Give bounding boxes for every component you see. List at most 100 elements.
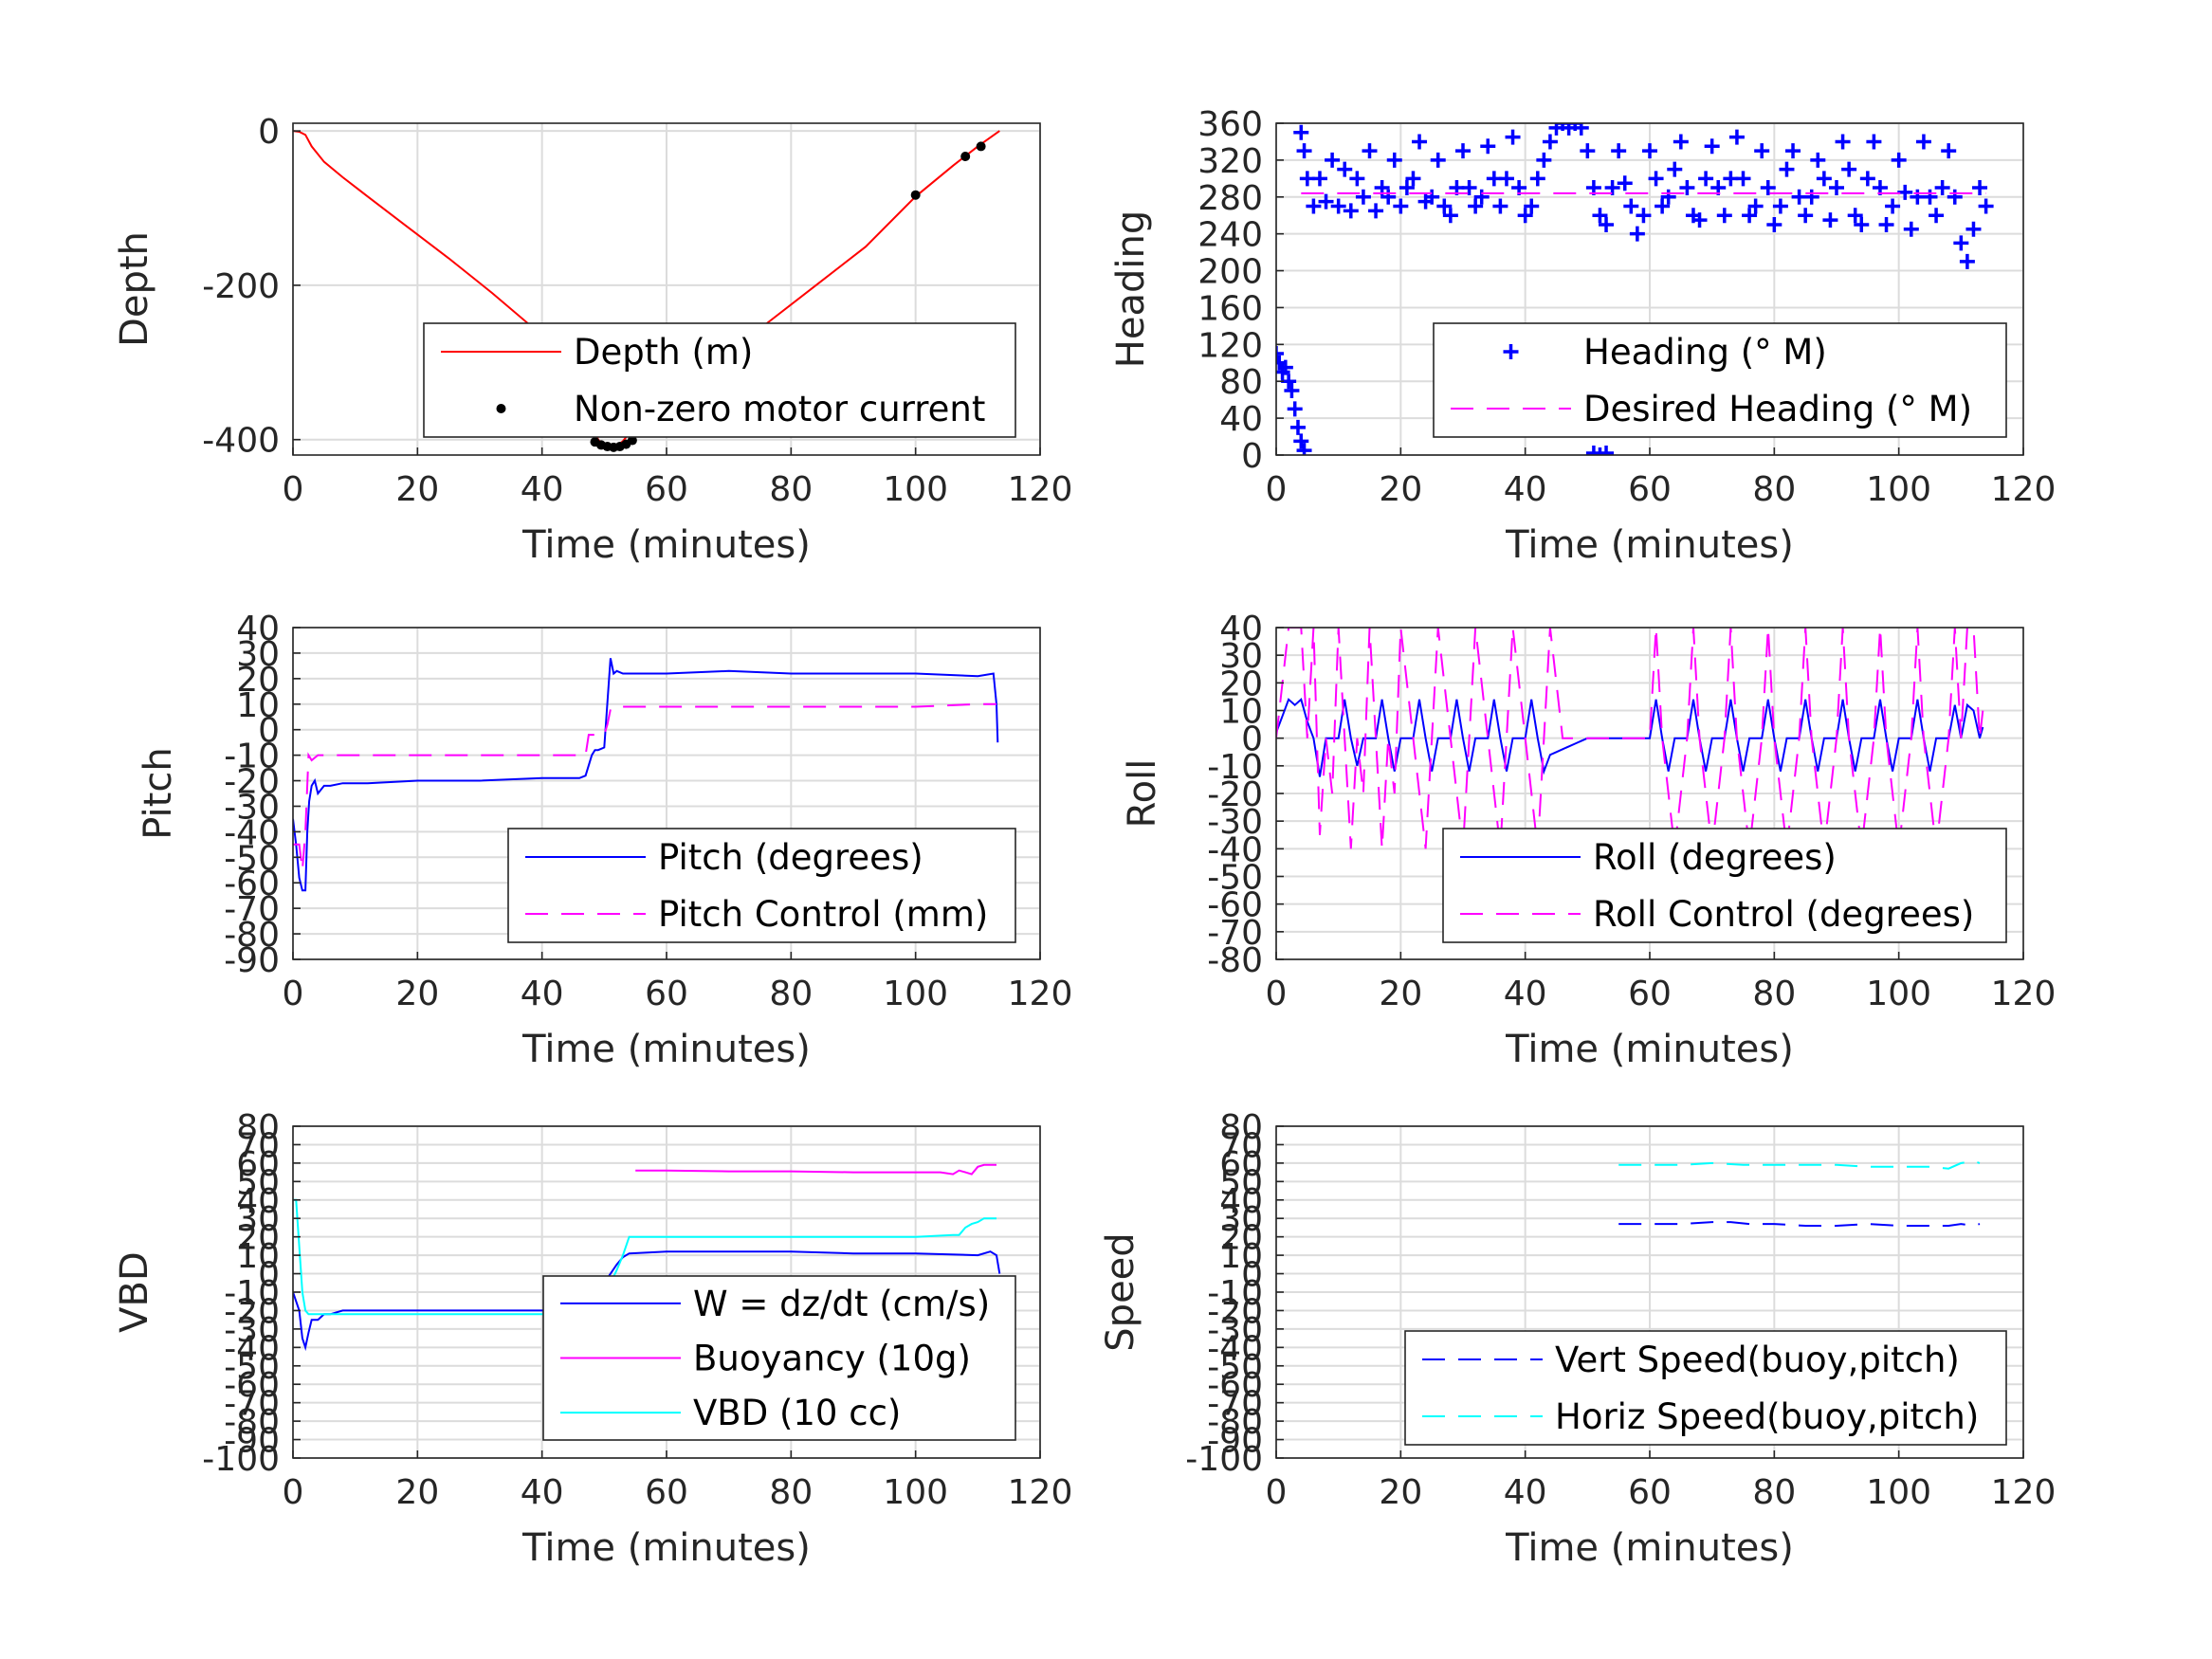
heading-series-0-point [1623, 198, 1639, 214]
vbd-x-tick-label: 100 [883, 1473, 948, 1512]
heading-series-0-point [1941, 143, 1957, 159]
speed-y-tick-label: 20 [1219, 1219, 1263, 1258]
speed-legend-label: Horiz Speed(buoy,pitch) [1555, 1396, 1979, 1437]
heading-series-0-point [1915, 134, 1931, 150]
heading-series-0-point [1287, 401, 1303, 417]
speed-y-tick-label: 0 [1241, 1256, 1263, 1295]
heading-series-0-point [1318, 193, 1334, 210]
heading-series-0-point [1760, 180, 1776, 196]
vbd-y-tick-label: -70 [224, 1385, 280, 1424]
vbd-y-tick-label: 20 [236, 1219, 280, 1258]
heading-series-0-point [1959, 253, 1975, 269]
heading-series-0-point [1660, 189, 1676, 205]
heading-series-0-point [1492, 198, 1508, 214]
depth-legend-label: Depth (m) [574, 332, 753, 373]
speed-x-tick-label: 80 [1752, 1473, 1796, 1512]
speed-series-0-line [1618, 1221, 1981, 1228]
vbd-series-1-line [635, 1163, 996, 1176]
heading-series-0-point [1667, 161, 1683, 177]
vbd-y-tick-label: 40 [236, 1182, 280, 1221]
heading-series-0-point [1885, 198, 1901, 214]
heading-series-0-point [1325, 152, 1341, 168]
speed-y-tick-label: 60 [1219, 1145, 1263, 1184]
roll-y-tick-label: 40 [1219, 610, 1263, 648]
pitch-x-axis-label: Time (minutes) [521, 1028, 811, 1071]
heading-series-0-point [1529, 171, 1545, 187]
heading-series-0-point [1691, 212, 1708, 228]
vbd-y-axis-label: VBD [113, 1251, 156, 1333]
vbd-y-tick-label: -60 [224, 1366, 280, 1405]
pitch-x-tick-label: 0 [283, 975, 304, 1013]
vbd-y-tick-label: -20 [224, 1292, 280, 1331]
speed-y-tick-label: 80 [1219, 1108, 1263, 1147]
pitch-x-tick-label: 40 [521, 975, 564, 1013]
depth-y-axis-label: Depth [113, 231, 156, 347]
vbd-y-tick-label: -10 [224, 1274, 280, 1313]
vbd-x-tick-label: 120 [1008, 1473, 1073, 1512]
heading-series-0-point [1803, 189, 1819, 205]
heading-series-0-point [1929, 208, 1945, 224]
heading-x-tick-label: 120 [1991, 470, 2057, 509]
speed-series-1-line [1618, 1159, 1981, 1170]
pitch-y-tick-label: -70 [224, 890, 280, 929]
heading-series-0-point [1766, 216, 1782, 232]
speed-y-tick-label: -90 [1207, 1422, 1263, 1461]
heading-x-axis-label: Time (minutes) [1505, 523, 1794, 567]
heading-x-tick-label: 60 [1628, 470, 1672, 509]
vbd-x-tick-label: 60 [645, 1473, 688, 1512]
vbd-x-tick-label: 20 [395, 1473, 439, 1512]
heading-series-0-point [1972, 180, 1988, 196]
speed-x-tick-label: 100 [1866, 1473, 1931, 1512]
heading-y-tick-label: 200 [1197, 253, 1263, 292]
pitch-legend-label: Pitch Control (mm) [658, 894, 988, 935]
heading-legend-swatch [1503, 344, 1519, 359]
heading-series-0-point [1442, 208, 1458, 224]
heading-series-0-point [1306, 198, 1322, 214]
vbd-x-tick-label: 80 [769, 1473, 813, 1512]
heading-x-tick-label: 0 [1266, 470, 1288, 509]
heading-series-0-point [1816, 171, 1832, 187]
heading-series-0-point [1704, 138, 1720, 155]
pitch-legend-box [507, 828, 1016, 943]
speed-x-tick-label: 60 [1628, 1473, 1672, 1512]
heading-series-0-point [1673, 134, 1689, 150]
heading-legend-label: Heading (° M) [1583, 332, 1827, 373]
vbd-x-axis-label: Time (minutes) [521, 1526, 811, 1570]
heading-series-0-point [1859, 171, 1875, 187]
speed-x-tick-label: 120 [1991, 1473, 2057, 1512]
vbd-y-tick-label: -50 [224, 1348, 280, 1387]
heading-legend-box [1433, 322, 2007, 438]
heading-data [1276, 123, 1994, 455]
heading-series-0-point [1536, 152, 1552, 168]
vbd-y-tick-label: -80 [224, 1403, 280, 1442]
heading-series-0-point [1293, 124, 1309, 140]
heading-x-tick-label: 20 [1379, 470, 1422, 509]
heading-series-0-point [1311, 171, 1327, 187]
heading-series-0-point [1405, 171, 1421, 187]
depth-y-tick-label: -400 [202, 422, 280, 461]
heading-y-tick-label: 40 [1219, 400, 1263, 439]
heading-series-0-point [1779, 161, 1795, 177]
heading-series-0-point [1468, 198, 1484, 214]
heading-series-0-point [1679, 180, 1695, 196]
depth-legend-swatch [496, 404, 506, 413]
pitch-legend: Pitch (degrees) Pitch Control (mm) [507, 828, 1016, 943]
depth-series-1-point [976, 141, 986, 152]
pitch-y-axis-label: Pitch [137, 747, 180, 839]
heading-series-0-point [1698, 171, 1714, 187]
heading-series-0-point [1810, 152, 1826, 168]
depth-x-tick-label: 120 [1008, 470, 1073, 509]
depth-series-1-point [910, 190, 921, 200]
roll-x-tick-label: 20 [1379, 975, 1422, 1013]
heading-series-0-point [1580, 143, 1596, 159]
roll-y-tick-label: -50 [1207, 859, 1263, 898]
heading-series-0-point [1878, 216, 1894, 232]
roll-y-tick-label: -20 [1207, 775, 1263, 814]
heading-y-tick-label: 280 [1197, 179, 1263, 218]
roll-series-1-line [1276, 628, 1984, 849]
speed-y-tick-label: 70 [1219, 1126, 1263, 1165]
pitch-series-1-line [293, 702, 996, 870]
heading-series-0-point [1747, 198, 1764, 214]
pitch-x-tick-label: 100 [883, 975, 948, 1013]
roll-x-tick-label: 0 [1266, 975, 1288, 1013]
